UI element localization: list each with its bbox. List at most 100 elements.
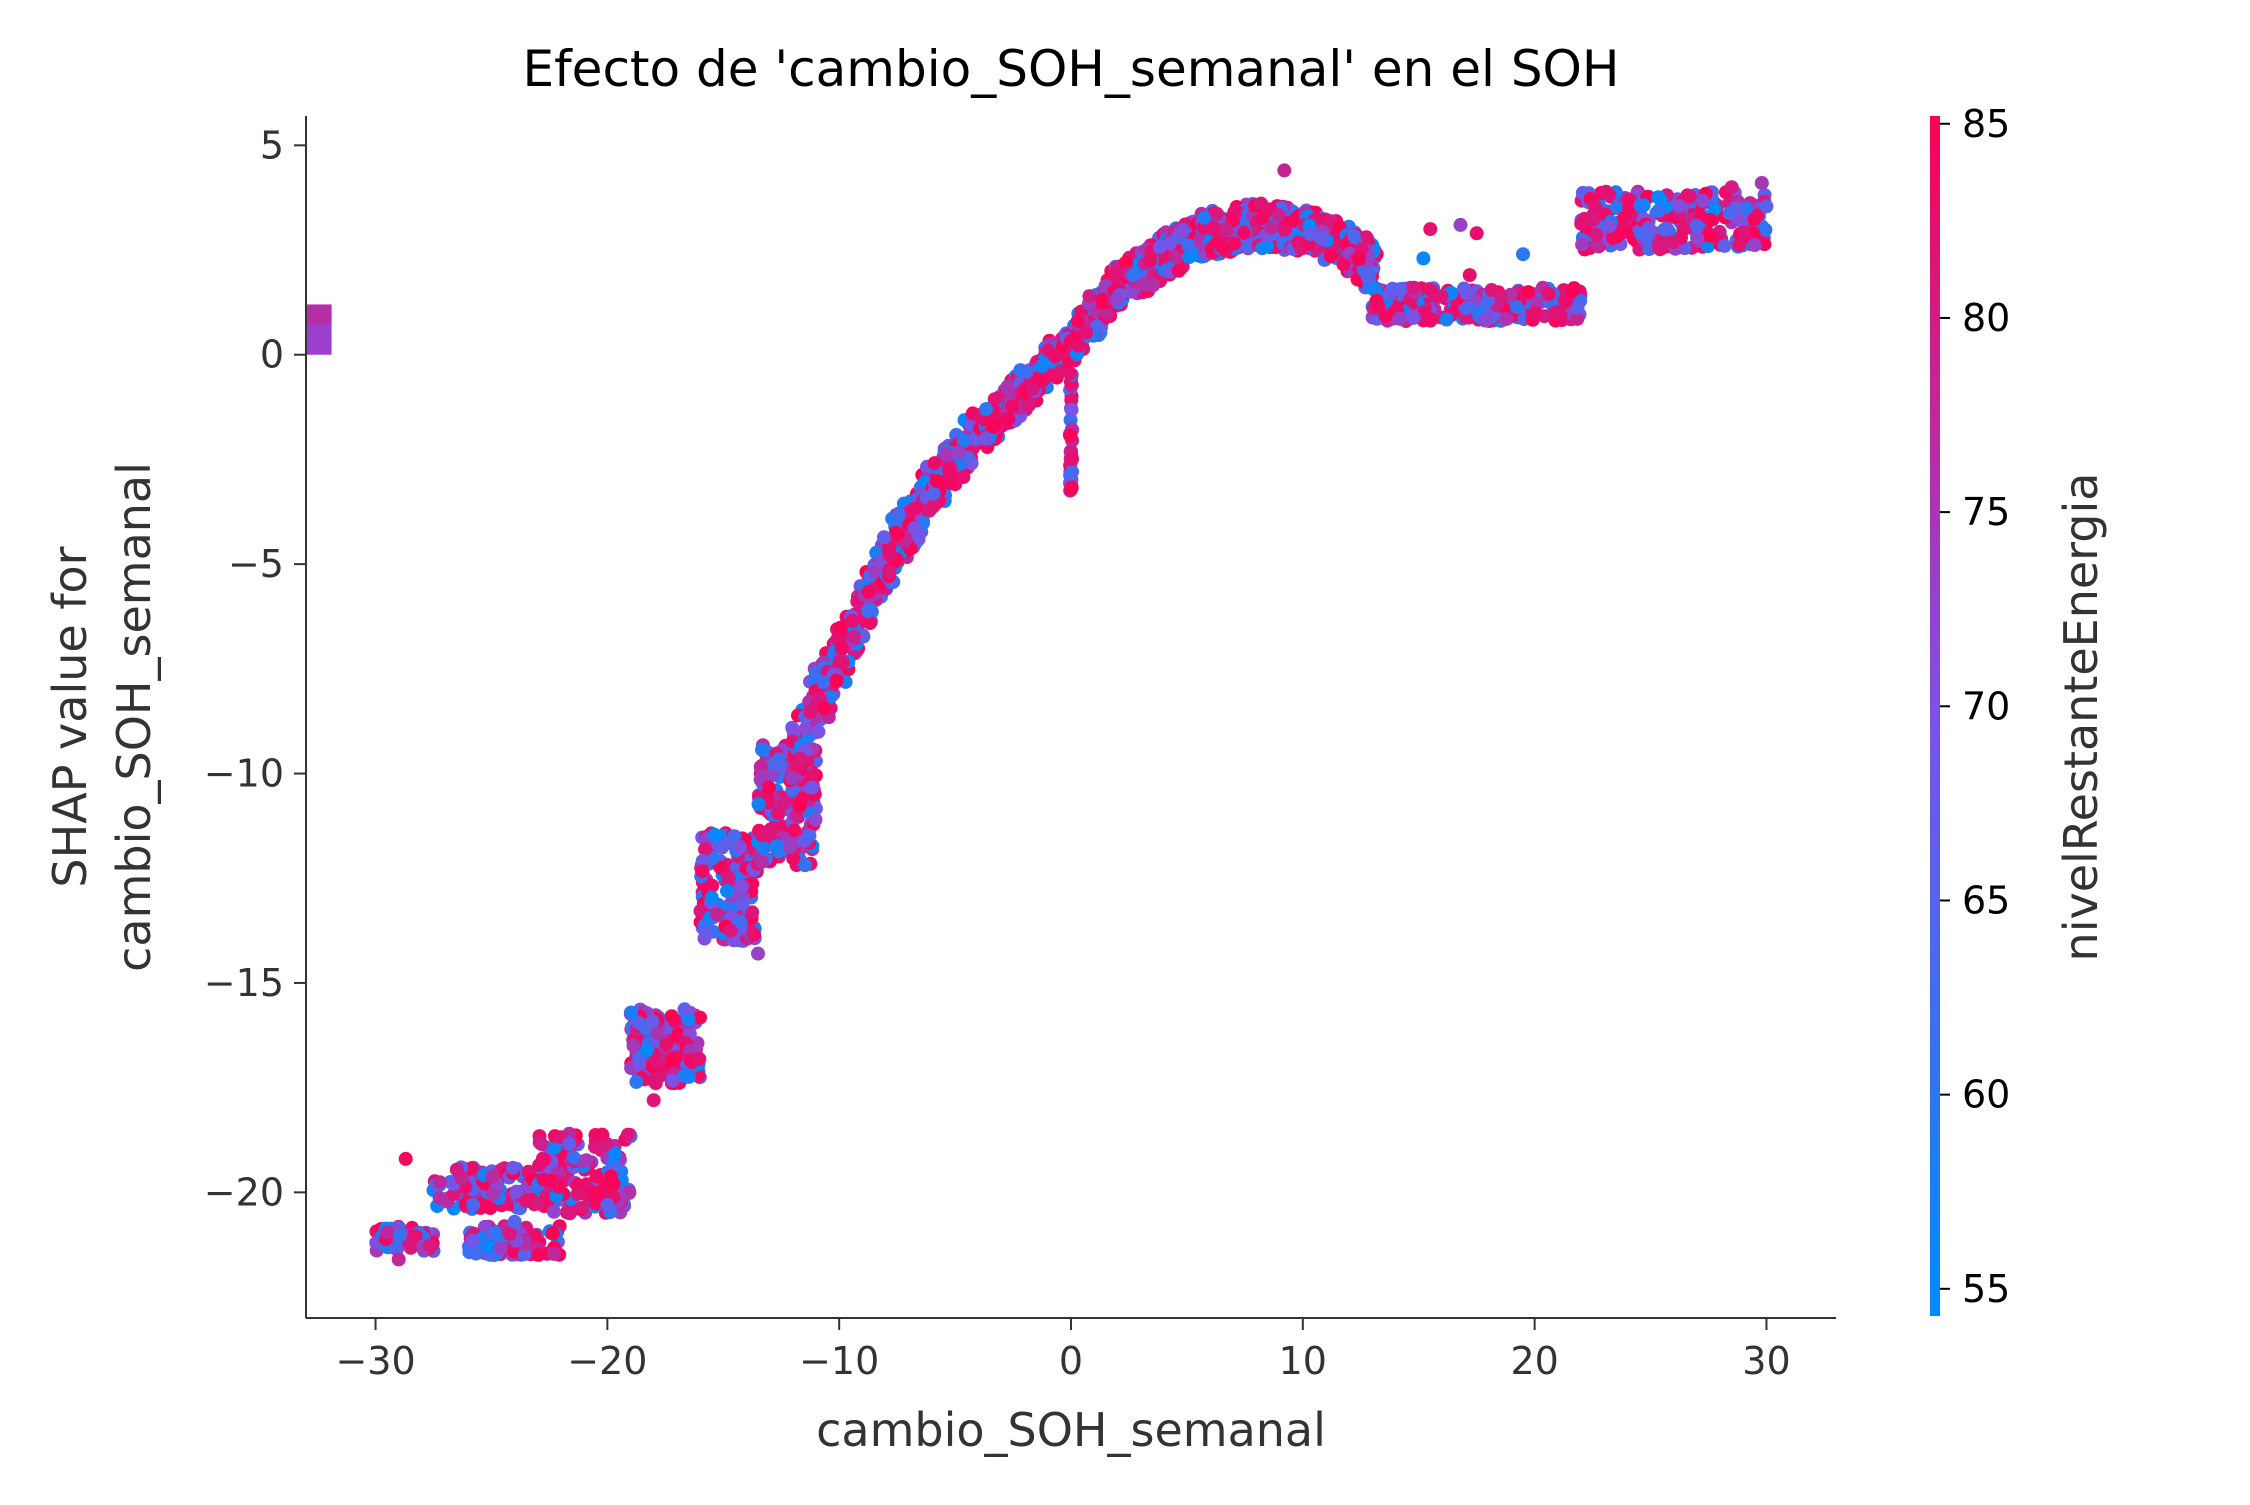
x-axis-label: cambio_SOH_semanal (816, 1403, 1326, 1457)
data-point (681, 1012, 696, 1027)
data-point (519, 1194, 534, 1209)
data-point (1541, 287, 1556, 302)
data-point (1063, 366, 1078, 381)
data-point (735, 896, 750, 911)
data-point (1462, 268, 1477, 283)
data-point (1434, 289, 1449, 304)
data-point (509, 1184, 524, 1199)
data-point (1065, 464, 1080, 479)
data-point (1680, 188, 1695, 203)
data-point (1424, 283, 1439, 298)
data-point (798, 721, 813, 736)
data-point (1109, 292, 1124, 307)
data-point (745, 905, 760, 920)
y-tick-label: −15 (204, 961, 284, 1005)
data-point (979, 402, 994, 417)
data-point (1143, 254, 1157, 269)
data-point (432, 1190, 447, 1205)
data-point (1013, 363, 1028, 378)
data-point (1672, 199, 1687, 213)
data-point (1701, 228, 1716, 243)
data-point (588, 1186, 603, 1201)
data-point (1622, 200, 1637, 215)
data-point (713, 860, 728, 875)
data-point (645, 1014, 660, 1029)
data-point (1570, 300, 1585, 315)
colorbar-ticks: 55 60 65 70 75 80 85 (1940, 102, 2010, 1311)
data-point (1219, 222, 1234, 237)
data-point (464, 1161, 479, 1176)
colorbar-tick-label: 60 (1962, 1073, 2010, 1117)
data-point (1636, 198, 1651, 213)
data-point (1361, 271, 1375, 286)
data-point (793, 752, 808, 767)
data-point (392, 1229, 407, 1244)
data-point (1553, 308, 1568, 323)
data-point (600, 1197, 615, 1212)
data-point (1459, 286, 1474, 301)
data-point (719, 836, 734, 851)
data-point (608, 1146, 623, 1161)
data-point (1759, 199, 1774, 214)
data-point (1064, 480, 1079, 495)
y-axis-label-line1: SHAP value for (43, 546, 97, 887)
data-point (507, 1214, 522, 1229)
data-point (1690, 230, 1705, 245)
data-point (1423, 222, 1438, 237)
data-point (1406, 310, 1421, 325)
data-point (449, 1162, 464, 1177)
data-point (1352, 252, 1366, 267)
data-point (446, 1187, 461, 1201)
data-point (805, 780, 820, 795)
data-point (845, 614, 860, 628)
data-point (1181, 238, 1196, 253)
data-point (566, 1150, 581, 1165)
y-axis-ticks: 5 0 −5 −10 −15 −20 (204, 123, 306, 1214)
data-point (1575, 237, 1590, 252)
data-point (534, 1137, 549, 1152)
data-point (531, 1247, 546, 1262)
data-point (911, 532, 926, 547)
data-point (1516, 247, 1530, 262)
data-point (1570, 311, 1585, 326)
colorbar-tick-label: 55 (1962, 1267, 2010, 1311)
data-point (1478, 313, 1493, 328)
data-point (782, 840, 797, 854)
data-point (1528, 305, 1543, 320)
data-point (380, 1225, 395, 1240)
data-point (943, 475, 957, 490)
data-point (732, 840, 747, 854)
data-point (1747, 238, 1762, 253)
data-point (1639, 230, 1654, 245)
data-point (817, 701, 832, 716)
colorbar-label: nivelRestanteEnergia (2054, 473, 2108, 962)
data-point (1099, 305, 1114, 320)
data-point (485, 1187, 500, 1201)
y-tick-label: −5 (228, 542, 284, 586)
y-tick-label: 0 (260, 333, 284, 377)
colorbar-tick-label: 70 (1962, 684, 2010, 728)
data-point (1589, 227, 1604, 242)
data-point (537, 1152, 552, 1167)
data-point (1146, 278, 1161, 293)
colorbar-tick-label: 75 (1962, 490, 2010, 534)
data-point (764, 822, 778, 837)
y-tick-label: −10 (204, 752, 284, 796)
colorbar-tick-label: 80 (1962, 296, 2010, 340)
data-point (1460, 300, 1474, 315)
data-point (1480, 293, 1495, 308)
data-point (1586, 212, 1601, 227)
data-point (1001, 412, 1016, 427)
data-point (808, 812, 823, 827)
data-point (1609, 201, 1624, 215)
data-point (1754, 176, 1769, 190)
data-point (754, 770, 769, 785)
colorbar-gradient (1930, 116, 1940, 1316)
data-point (1565, 284, 1580, 299)
data-point (1484, 283, 1499, 297)
data-point (469, 1246, 484, 1261)
data-point (1065, 452, 1079, 467)
data-point (942, 463, 956, 477)
data-point (1323, 249, 1338, 264)
data-point (1439, 312, 1454, 327)
